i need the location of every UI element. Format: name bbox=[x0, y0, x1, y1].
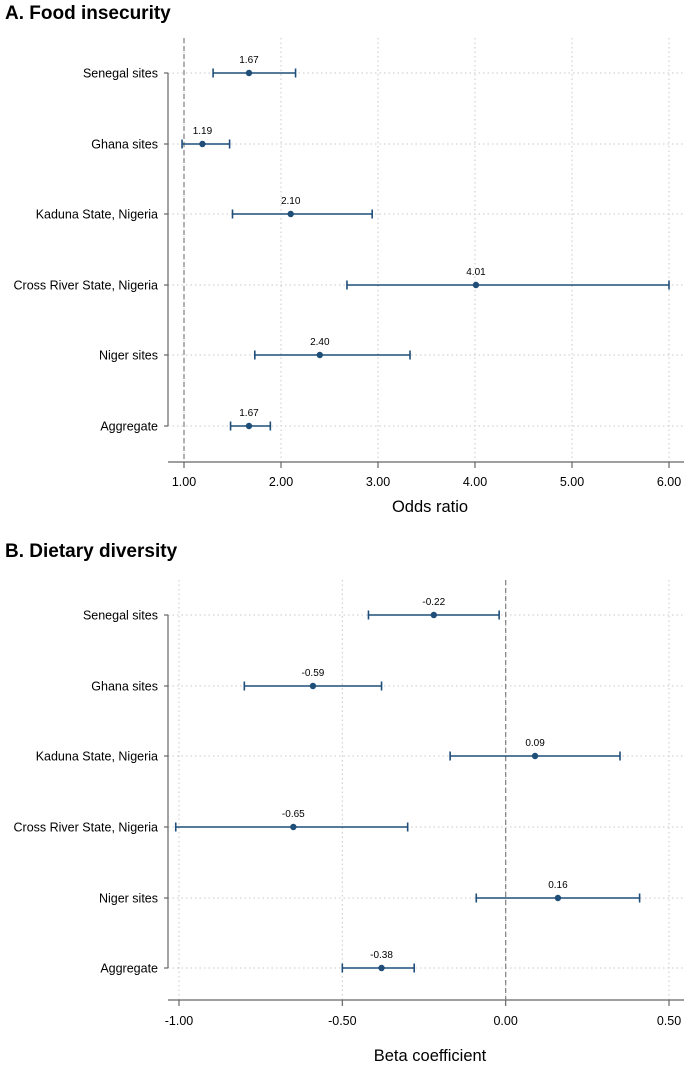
panel-b-data-label-1: -0.59 bbox=[302, 668, 325, 679]
panel-a-point-2 bbox=[287, 210, 294, 218]
panel-b-category-label-5: Aggregate bbox=[100, 962, 158, 976]
panel-b-x-tick-label-2: 0.00 bbox=[493, 1014, 517, 1028]
panel-a-x-tick-label-1: 2.00 bbox=[269, 475, 293, 489]
panel-b-category-label-0: Senegal sites bbox=[83, 609, 158, 623]
panel-a-data-label-5: 1.67 bbox=[239, 408, 259, 419]
panel-b-category-label-3: Cross River State, Nigeria bbox=[14, 821, 159, 835]
panel-b-category-label-1: Ghana sites bbox=[91, 680, 158, 694]
panel-b-point-4 bbox=[554, 894, 562, 902]
panel-a-point-4 bbox=[316, 351, 323, 359]
panel-a-data-label-1: 1.19 bbox=[193, 126, 213, 137]
panel-b-point-0 bbox=[430, 611, 437, 619]
panel-a-category-label-5: Aggregate bbox=[100, 420, 158, 434]
panel-a-category-label-2: Kaduna State, Nigeria bbox=[36, 208, 158, 222]
panel-b-data-label-3: -0.65 bbox=[282, 809, 305, 820]
panel-a-category-label-4: Niger sites bbox=[99, 349, 158, 363]
panel-a-x-tick-label-0: 1.00 bbox=[172, 475, 196, 489]
panel-b-data-label-0: -0.22 bbox=[422, 597, 445, 608]
panel-a-point-3 bbox=[472, 281, 480, 289]
panel-b-x-tick-label-1: -0.50 bbox=[328, 1014, 357, 1028]
panel-a-data-label-2: 2.10 bbox=[281, 196, 301, 207]
panel-a-x-tick-label-3: 4.00 bbox=[463, 475, 487, 489]
panel-b-data-label-5: -0.38 bbox=[370, 950, 393, 961]
panel-b-x-axis-title: Beta coefficient bbox=[374, 1047, 487, 1065]
panel-a-title: A. Food insecurity bbox=[5, 3, 171, 24]
panel-a-category-label-1: Ghana sites bbox=[91, 138, 158, 152]
panel-a-point-0 bbox=[245, 69, 253, 77]
panel-a-point-5 bbox=[245, 422, 253, 430]
panel-b-point-3 bbox=[290, 823, 297, 831]
panel-b-category-label-4: Niger sites bbox=[99, 892, 158, 906]
panel-a-category-label-3: Cross River State, Nigeria bbox=[14, 279, 159, 293]
panel-b-x-tick-label-3: 0.50 bbox=[657, 1014, 681, 1028]
panel-a-data-label-4: 2.40 bbox=[310, 337, 330, 348]
panel-b-data-label-4: 0.16 bbox=[548, 880, 568, 891]
panel-a-category-label-0: Senegal sites bbox=[83, 67, 158, 81]
panel-a-x-tick-label-2: 3.00 bbox=[366, 475, 390, 489]
panel-b-point-1 bbox=[309, 682, 317, 690]
panel-b-x-tick-label-0: -1.00 bbox=[165, 1014, 194, 1028]
panel-a-x-tick-label-5: 6.00 bbox=[657, 475, 681, 489]
panel-b-data-label-2: 0.09 bbox=[525, 738, 545, 749]
panel-b-title: B. Dietary diversity bbox=[5, 541, 178, 562]
panel-b-point-5 bbox=[378, 964, 385, 972]
panel-a-data-label-3: 4.01 bbox=[466, 267, 486, 278]
panel-a-x-axis-title: Odds ratio bbox=[392, 498, 468, 516]
panel-a-point-1 bbox=[199, 140, 206, 148]
panel-b-category-label-2: Kaduna State, Nigeria bbox=[36, 750, 158, 764]
panel-a-x-tick-label-4: 5.00 bbox=[560, 475, 584, 489]
panel-a-data-label-0: 1.67 bbox=[239, 55, 259, 66]
panel-b-point-2 bbox=[531, 752, 539, 760]
